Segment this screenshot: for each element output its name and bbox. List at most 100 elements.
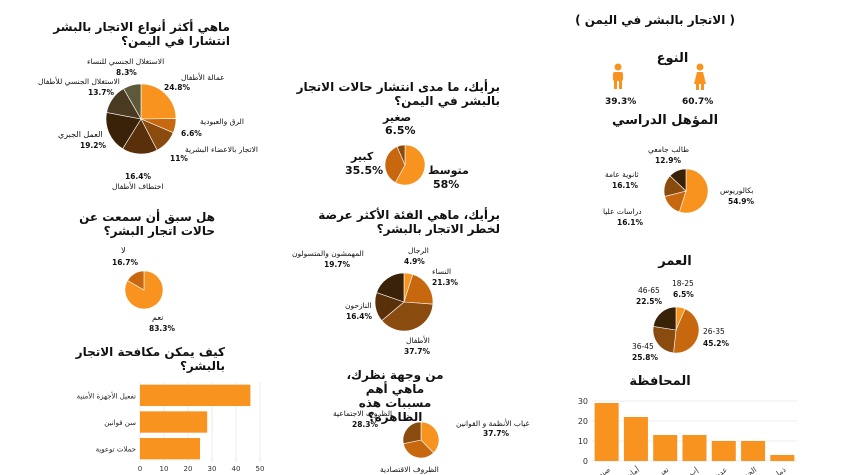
education-label-2: ثانوية عامة bbox=[605, 170, 639, 179]
heard-pct-0: 83.3% bbox=[149, 324, 176, 333]
types-pct-0: 24.8% bbox=[164, 83, 191, 92]
causes-label-2: الظروف الاجتماعية bbox=[333, 409, 393, 418]
age-slice-1 bbox=[673, 308, 700, 354]
governorate-bar-1 bbox=[623, 417, 648, 461]
gender-title: النوع bbox=[656, 51, 689, 66]
governorate-title: المحافظة bbox=[629, 374, 691, 389]
prevalence-pie bbox=[384, 144, 426, 186]
causes-slice-1 bbox=[403, 439, 434, 459]
causes-label-1: الظروف الاقتصادية bbox=[380, 465, 439, 474]
prevalence-pct-0: 58% bbox=[433, 178, 460, 191]
prevalence-title: برأيك، ما مدى انتشار حالات الاتجار بالبش… bbox=[296, 80, 500, 108]
types-pct-4: 19.2% bbox=[80, 141, 107, 150]
governorate-bar-3 bbox=[682, 435, 707, 461]
types-pct-1: 6.6% bbox=[181, 129, 202, 138]
types-title: ماهي أكثر أنواع الاتجار بالبشر انتشارا ف… bbox=[53, 20, 230, 48]
age-pct-0: 6.5% bbox=[673, 290, 694, 299]
prevalence-label-1: كبير bbox=[351, 150, 374, 163]
risk-label-4: المهمشون والمتسولون bbox=[292, 249, 364, 258]
types-pie bbox=[105, 83, 177, 155]
governorate-bar-0 bbox=[594, 403, 619, 461]
types-label-3: اختطاف الأطفال bbox=[112, 182, 164, 191]
risk-title: برأيك، ماهي الفئة الأكثر عرضة لخطر الاتج… bbox=[318, 208, 500, 236]
education-label-3: طالب جامعي bbox=[648, 145, 690, 154]
causes-pct-0: 37.7% bbox=[483, 429, 510, 438]
governorate-xtick-3: إب bbox=[687, 465, 700, 475]
causes-slice-0 bbox=[420, 421, 440, 454]
types-label-6: الاستغلال الجنسي للنساء bbox=[87, 57, 165, 66]
heard-label-0: نعم bbox=[152, 313, 164, 322]
combat-xtick-0: 0 bbox=[138, 465, 142, 473]
education-pct-2: 16.1% bbox=[612, 181, 639, 190]
risk-pie bbox=[374, 272, 434, 332]
risk-label-2: الأطفال bbox=[406, 336, 430, 345]
risk_groups-slice-2 bbox=[381, 301, 434, 332]
combat-xtick-4: 40 bbox=[232, 465, 241, 473]
age-slice-2 bbox=[652, 326, 677, 354]
heard-title: هل سبق أن سمعت عن حالات اتجار البشر؟ bbox=[79, 210, 215, 238]
gender-icons bbox=[613, 63, 706, 90]
age-slice-3 bbox=[652, 306, 677, 331]
combat-xtick-1: 10 bbox=[160, 465, 169, 473]
education-pct-3: 12.9% bbox=[655, 156, 682, 165]
heard-pct-1: 16.7% bbox=[112, 258, 139, 267]
types-label-4: العمل الجبري bbox=[58, 130, 103, 139]
risk-pct-0: 4.9% bbox=[404, 257, 425, 266]
governorate-ytick-0: 0 bbox=[583, 457, 588, 466]
education-pct-1: 16.1% bbox=[617, 218, 644, 227]
prevalence-pct-2: 6.5% bbox=[385, 124, 416, 137]
education-label-0: بكالوريوس bbox=[720, 186, 754, 195]
risk-label-3: النازحون bbox=[345, 301, 372, 310]
combat-xtick-2: 20 bbox=[184, 465, 193, 473]
governorate-xtick-6: ذما bbox=[774, 465, 787, 475]
combat-ytick-1: سن قوانين bbox=[104, 419, 136, 427]
types-label-0: عمالة الأطفال bbox=[181, 73, 225, 82]
risk-pct-1: 21.3% bbox=[432, 278, 459, 287]
causes-label-0: غياب الأنظمة و القوانين bbox=[456, 419, 530, 428]
heard-slice-1 bbox=[127, 270, 145, 291]
age-pct-2: 25.8% bbox=[632, 353, 659, 362]
governorate-xtick-0: صنع bbox=[596, 465, 612, 475]
page-title: ( الاتجار بالبشر في اليمن ) bbox=[575, 13, 735, 27]
age-pct-1: 45.2% bbox=[703, 339, 730, 348]
types-slice-0 bbox=[140, 83, 177, 120]
types-pct-2: 11% bbox=[170, 154, 188, 163]
governorate-bar-4 bbox=[711, 441, 736, 461]
prevalence-label-0: متوسط bbox=[428, 164, 469, 177]
education-title: المؤهل الدراسي bbox=[611, 113, 719, 128]
age-label-3: 46-65 bbox=[638, 286, 660, 295]
age-title: العمر bbox=[658, 254, 692, 269]
combat-bar-1 bbox=[140, 411, 208, 433]
governorate-xtick-5: الحد bbox=[742, 465, 758, 475]
risk-label-1: النساء bbox=[432, 267, 452, 276]
combat-bar-2 bbox=[140, 438, 200, 460]
types-pct-3: 16.4% bbox=[125, 172, 152, 181]
education-slice-3 bbox=[669, 168, 687, 192]
age-label-0: 18-25 bbox=[672, 279, 694, 288]
types-slice-6 bbox=[123, 83, 142, 121]
risk-pct-2: 37.7% bbox=[404, 347, 431, 356]
female-pct: 60.7% bbox=[682, 97, 714, 107]
governorate-xtick-1: أمان bbox=[624, 464, 641, 475]
education-slice-0 bbox=[678, 168, 709, 214]
age-label-2: 36-45 bbox=[632, 342, 654, 351]
types-label-5: الاستغلال الجنسي للأطفال bbox=[38, 77, 120, 86]
education-pie bbox=[663, 168, 709, 214]
male-pct: 39.3% bbox=[605, 97, 637, 107]
prevalence-slice-0 bbox=[394, 144, 426, 186]
governorate-ytick-2: 20 bbox=[578, 417, 588, 426]
combat-xtick-5: 50 bbox=[256, 465, 265, 473]
combat-xtick-3: 30 bbox=[208, 465, 217, 473]
prevalence-label-2: صغير bbox=[383, 111, 412, 124]
risk_groups-slice-4 bbox=[376, 272, 405, 303]
types-label-1: الرق والعبودية bbox=[200, 117, 244, 126]
combat-bar-0 bbox=[140, 384, 251, 406]
female-icon bbox=[694, 63, 706, 90]
combat-bar-chart: 0 10 20 30 40 50 تفعيل الأجهزة الأمنية سن قواني… bbox=[77, 382, 265, 473]
causes-pie bbox=[402, 421, 440, 459]
governorate-bar-chart: 0 10 20 30 صنع أمان تعز إب عدن الحد ذما bbox=[578, 397, 797, 475]
governorate-bar-6 bbox=[770, 455, 795, 461]
risk-label-0: الرجال bbox=[408, 246, 429, 255]
age-pct-3: 22.5% bbox=[636, 297, 663, 306]
risk-pct-4: 19.7% bbox=[324, 260, 351, 269]
